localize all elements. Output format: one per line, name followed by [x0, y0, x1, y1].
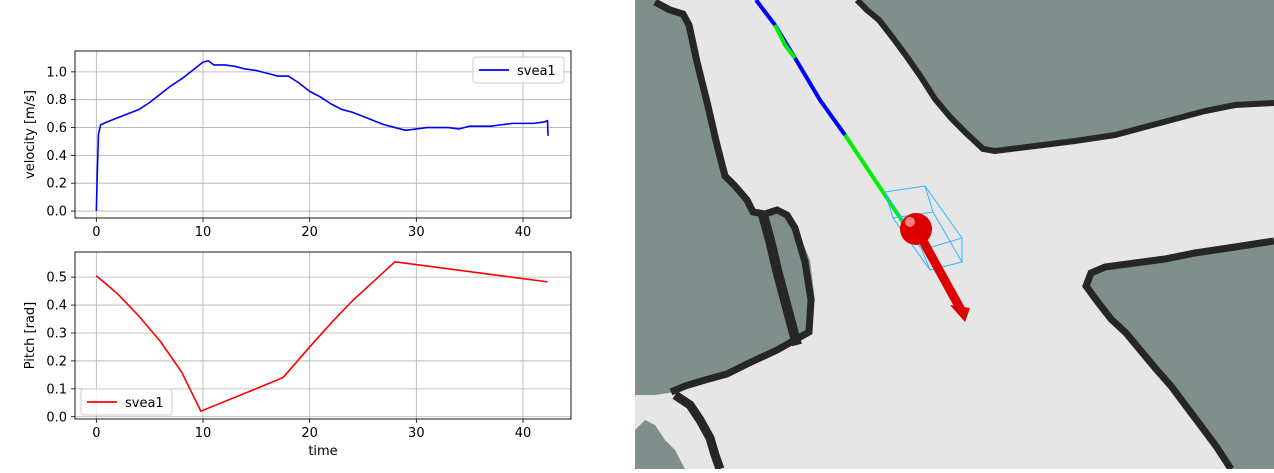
unknown-region-left [635, 0, 815, 395]
unknown-region-bottom-right [1085, 240, 1274, 469]
y-tick-label: 0.0 [46, 205, 67, 220]
x-tick-label: 10 [195, 426, 212, 441]
x-axis-label: time [308, 444, 337, 459]
x-tick-label: 20 [301, 225, 318, 240]
x-tick-label: 0 [92, 426, 100, 441]
robot-position-highlight [905, 217, 915, 227]
unknown-region-bottom-left [635, 420, 685, 469]
y-tick-label: 1.0 [46, 65, 67, 80]
x-tick-label: 0 [92, 225, 100, 240]
velocity-chart: 0 10 20 30 40 0.0 0.2 0.4 0.6 0.8 1.0 velocity [m/s… [23, 51, 571, 240]
x-tick-label: 40 [515, 426, 532, 441]
legend: svea1 [473, 57, 564, 83]
legend-label: svea1 [125, 396, 164, 411]
occupancy-map[interactable] [635, 0, 1274, 469]
y-axis-label: velocity [m/s] [23, 90, 38, 179]
x-tick-label: 30 [408, 426, 425, 441]
robot-heading-arrowhead [950, 305, 970, 322]
y-tick-label: 0.6 [46, 121, 67, 136]
y-tick-label: 0.4 [46, 299, 67, 314]
x-tick-label: 20 [301, 426, 318, 441]
map-view[interactable] [635, 0, 1274, 469]
legend: svea1 [81, 389, 172, 415]
y-tick-label: 0.5 [46, 271, 67, 286]
y-tick-label: 0.4 [46, 149, 67, 164]
planned-path-segment [845, 135, 905, 225]
pitch-chart: 0 10 20 30 40 0.0 0.1 0.2 0.3 0.4 0.5 Pitch [rad] ti… [23, 252, 571, 459]
traveled-path [756, 0, 845, 135]
y-tick-label: 0.1 [46, 382, 67, 397]
y-tick-label: 0.2 [46, 177, 67, 192]
y-tick-label: 0.8 [46, 93, 67, 108]
y-axis-label: Pitch [rad] [23, 302, 38, 370]
obstacle-border-bottom [675, 395, 720, 469]
y-tick-label: 0.3 [46, 326, 67, 341]
robot-position-marker [900, 213, 932, 245]
plots-panel: 0 10 20 30 40 0.0 0.2 0.4 0.6 0.8 1.0 velocity [m/s… [0, 0, 635, 469]
legend-label: svea1 [517, 64, 556, 79]
x-tick-label: 30 [408, 225, 425, 240]
planned-path [775, 25, 795, 58]
x-tick-label: 40 [515, 225, 532, 240]
charts-svg: 0 10 20 30 40 0.0 0.2 0.4 0.6 0.8 1.0 velocity [m/s… [0, 0, 635, 469]
x-tick-label: 10 [195, 225, 212, 240]
y-tick-label: 0.0 [46, 410, 67, 425]
y-tick-label: 0.2 [46, 354, 67, 369]
